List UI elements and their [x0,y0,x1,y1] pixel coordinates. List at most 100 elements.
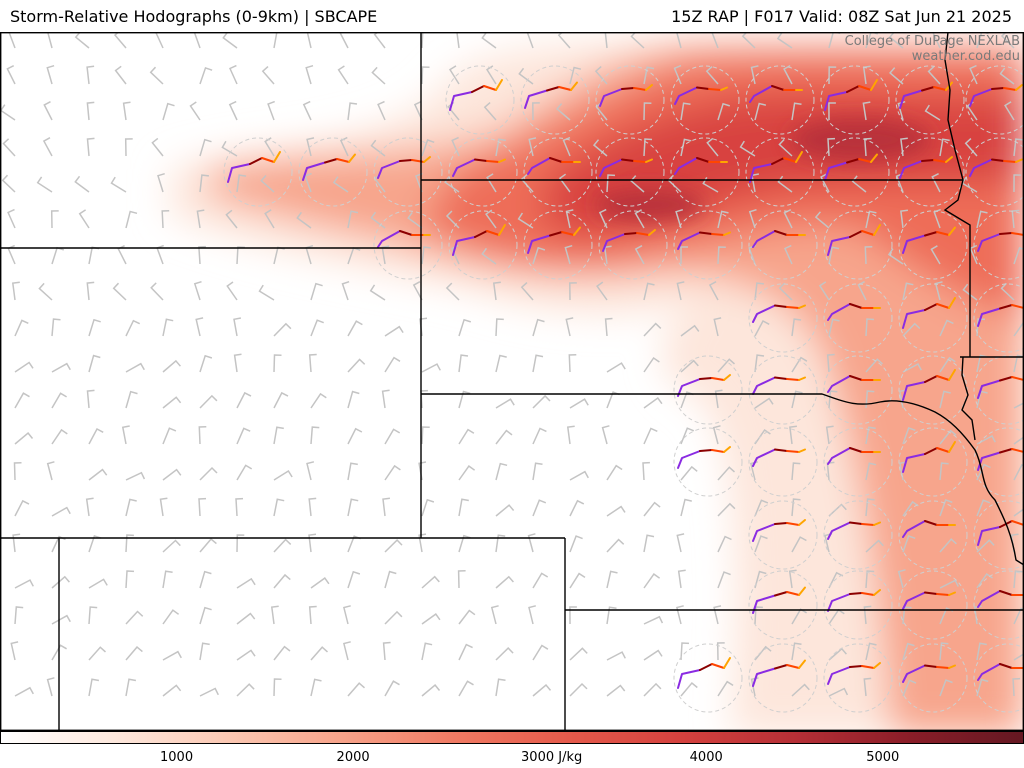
wind-barb [421,575,440,589]
wind-barb [125,319,141,337]
wind-barb [827,137,836,157]
hodograph-range-ring [973,570,1024,640]
wind-barb [236,427,251,445]
wind-barb [88,606,98,625]
wind-barb [486,173,497,193]
wind-barb [565,209,574,229]
wind-barb [495,462,508,481]
wind-barb [865,498,875,517]
wind-barb [381,245,390,265]
wind-barb [814,211,830,229]
wind-barb [121,425,130,445]
hodograph-trace [774,304,788,308]
wind-barb [680,324,700,337]
wind-barb [162,102,175,121]
wind-barb [88,468,108,481]
wind-barb [532,462,543,481]
wind-barb [677,569,686,589]
wind-barb [273,538,292,553]
hodograph-range-ring [595,65,665,135]
wind-barb [373,32,386,49]
wind-barb [675,208,684,229]
wind-barb [51,644,67,661]
wind-barb [445,210,460,229]
hodograph-range-ring [673,210,743,280]
wind-barb [897,569,906,589]
hodograph-trace [471,85,485,93]
wind-barb [339,136,349,157]
wind-barbs [0,32,1024,697]
hodograph-trace [846,158,860,164]
wind-barb [828,390,838,409]
hodograph-range-ring [373,137,443,207]
wind-barb [112,282,127,301]
hodograph-range-ring [520,65,590,135]
wind-barb [865,210,877,229]
wind-barb [236,612,256,625]
wind-barb [495,398,515,409]
wind-barb [490,605,499,625]
wind-barb [717,358,735,373]
chart-title: Storm-Relative Hodographs (0-9km) | SBCA… [10,7,378,26]
wind-barb [51,392,67,409]
hodograph-range-ring [895,65,965,135]
wind-barb [347,427,363,445]
wind-barb [569,282,577,301]
hodograph-trace [486,160,500,163]
wind-barb [6,65,16,85]
wind-barb [162,539,181,553]
wind-barb [151,137,164,157]
wind-barb [124,138,133,157]
hodograph-range-ring [898,283,968,353]
wind-barb [199,174,209,193]
hodograph-trace [633,87,647,91]
wind-barb [717,502,736,517]
wind-barb [1013,138,1023,157]
wind-barb [569,470,589,481]
hodograph-range-ring [670,137,740,207]
wind-barb [371,66,386,85]
hodograph-trace [723,657,731,669]
hodograph-trace [249,157,263,165]
hodograph-trace [870,79,878,91]
wind-barb [643,501,661,517]
hodograph-trace [483,85,497,91]
wind-barb [199,538,217,553]
wind-barb [717,571,731,589]
wind-barb [939,642,949,661]
hodograph-trace [824,161,848,181]
wind-barb [569,535,583,553]
hodograph-range-ring [898,427,968,497]
hodograph-trace [774,664,788,670]
wind-barb [865,358,884,373]
hodograph-trace [873,521,881,526]
wind-barb [347,358,366,373]
hodograph-trace [861,523,875,526]
hodograph-trace [1011,232,1024,236]
hodograph-range-ring [820,137,890,207]
wind-barb [939,429,957,445]
wind-barb [712,425,721,445]
map-panel[interactable] [0,32,1024,744]
wind-barb [606,505,626,517]
hodograph-trace [677,378,701,397]
hodograph-trace [873,662,881,669]
wind-barb [125,534,134,553]
wind-barb [236,391,252,409]
wind-barb [865,570,875,589]
wind-barb [717,102,731,121]
wind-barb [236,577,256,589]
wind-barb [606,174,616,193]
wind-barb [342,641,351,661]
wind-barb [78,209,90,229]
hodograph-trace [786,378,800,381]
wind-barb [125,646,143,661]
hodograph-trace [902,591,926,610]
wind-barb [10,641,19,661]
wind-barb [791,683,810,697]
wind-barb [296,211,312,229]
hodograph-trace [411,159,425,163]
wind-barb [818,281,830,301]
hodograph-trace [723,446,731,453]
wind-barb [791,390,803,409]
